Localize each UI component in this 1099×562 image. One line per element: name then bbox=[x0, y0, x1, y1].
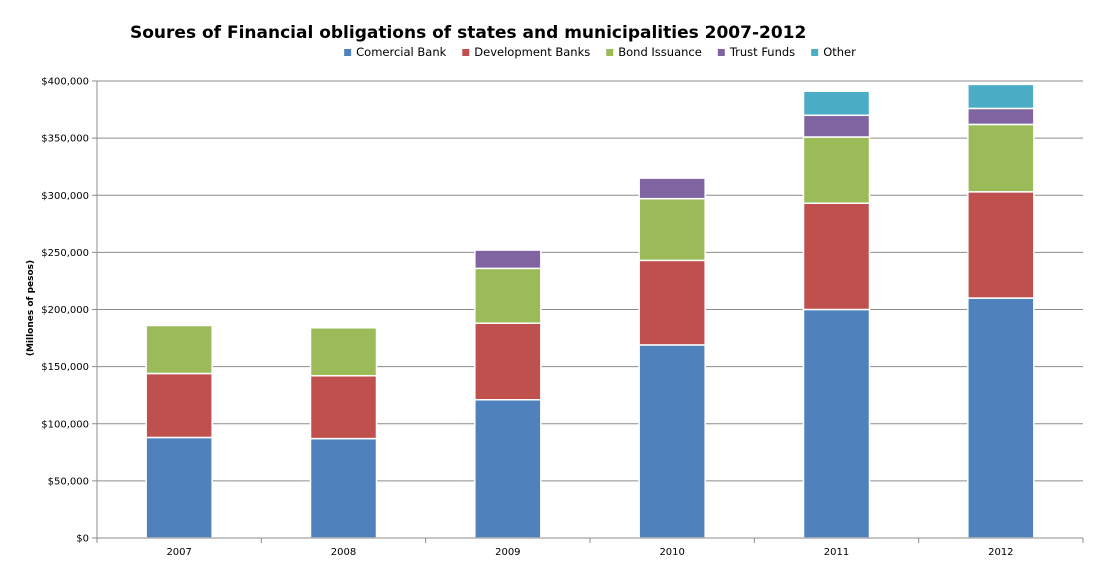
bar-segment-comercial-bank bbox=[802, 308, 871, 539]
bar-segment-comercial-bank bbox=[474, 399, 542, 539]
legend-label: Bond Issuance bbox=[618, 45, 702, 59]
bar-segment-other bbox=[802, 90, 871, 117]
x-tick-label: 2011 bbox=[824, 547, 849, 558]
bar-segment-comercial-bank bbox=[145, 436, 213, 539]
bar-segment-trust-funds bbox=[967, 107, 1035, 126]
bar-segment-other bbox=[967, 83, 1035, 110]
legend-swatch bbox=[606, 49, 614, 56]
bars bbox=[145, 83, 1035, 539]
bar-segment-bond-issuance bbox=[474, 267, 542, 324]
bar-segment-bond-issuance bbox=[309, 327, 378, 377]
bar-segment-bond-issuance bbox=[967, 123, 1035, 193]
bar-segment-development-banks bbox=[967, 191, 1035, 299]
y-tick-label: $200,000 bbox=[41, 305, 89, 316]
y-tick-label: $250,000 bbox=[41, 248, 89, 259]
bar-segment-comercial-bank bbox=[967, 297, 1035, 539]
legend-label: Other bbox=[823, 45, 856, 59]
y-tick-label: $0 bbox=[76, 534, 89, 545]
bar-segment-development-banks bbox=[802, 202, 871, 311]
chart-title: Soures of Financial obligations of state… bbox=[130, 23, 806, 43]
legend-label: Development Banks bbox=[474, 45, 590, 59]
bar-segment-development-banks bbox=[474, 322, 542, 401]
y-axis-label: (Millones of pesos) bbox=[26, 260, 36, 356]
y-tick-label: $300,000 bbox=[41, 191, 89, 202]
bar-segment-development-banks bbox=[638, 259, 706, 346]
legend-item: Trust Funds bbox=[717, 45, 795, 59]
bar-segment-comercial-bank bbox=[309, 437, 378, 539]
legend-swatch bbox=[462, 49, 470, 56]
y-tick-label: $350,000 bbox=[41, 134, 89, 145]
legend-item: Development Banks bbox=[462, 45, 590, 59]
bar-segment-bond-issuance bbox=[802, 136, 871, 204]
legend-item: Other bbox=[811, 45, 856, 59]
bar-segment-bond-issuance bbox=[638, 197, 706, 262]
y-tick-label: $50,000 bbox=[48, 476, 89, 487]
legend-swatch bbox=[811, 49, 819, 56]
x-tick-label: 2007 bbox=[166, 547, 191, 558]
bar-segment-bond-issuance bbox=[145, 324, 213, 375]
legend-label: Trust Funds bbox=[729, 45, 795, 59]
gridlines bbox=[97, 80, 1083, 482]
bar-segment-trust-funds bbox=[638, 177, 706, 200]
bar-segment-comercial-bank bbox=[638, 344, 706, 539]
x-tick-label: 2010 bbox=[659, 547, 684, 558]
x-tick-label: 2009 bbox=[495, 547, 520, 558]
y-tick-label: $100,000 bbox=[41, 419, 89, 430]
legend-swatch bbox=[717, 49, 725, 56]
legend-item: Comercial Bank bbox=[344, 45, 447, 59]
legend-label: Comercial Bank bbox=[356, 45, 446, 59]
y-tick-label: $400,000 bbox=[41, 77, 89, 88]
axes: $0 $50,000 $100,000 $150,000 $200,000 $250,00… bbox=[41, 77, 1084, 558]
y-tick-label: $150,000 bbox=[41, 362, 89, 373]
x-tick-label: 2012 bbox=[988, 547, 1013, 558]
bar-segment-development-banks bbox=[309, 375, 378, 440]
x-tick-label: 2008 bbox=[331, 547, 356, 558]
legend: Comercial Bank Development Banks Bond Issu… bbox=[344, 45, 856, 59]
legend-swatch bbox=[344, 49, 352, 56]
bar-segment-trust-funds bbox=[802, 114, 871, 138]
bar-segment-trust-funds bbox=[474, 249, 542, 270]
bar-segment-development-banks bbox=[145, 372, 213, 439]
legend-item: Bond Issuance bbox=[606, 45, 702, 59]
